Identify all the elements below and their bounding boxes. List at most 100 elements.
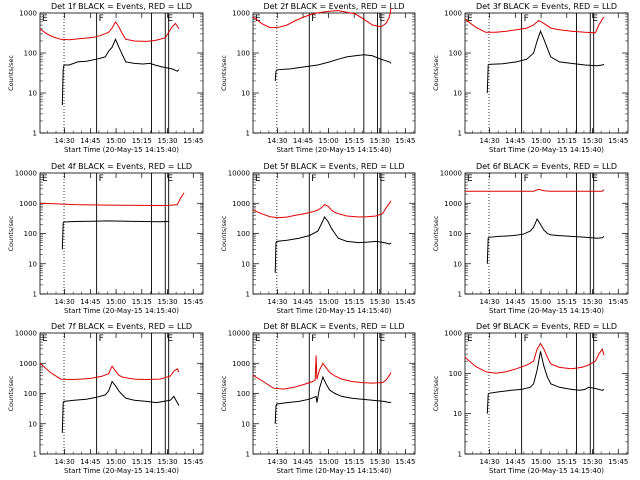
x-tick-label: 15:15 [557, 458, 577, 466]
x-axis-label: Start Time (20-May-15 14:15:40) [64, 307, 179, 315]
event-marker-label: E [467, 174, 473, 184]
x-tick-label: 15:00 [106, 137, 126, 145]
y-axis-label: Counts/sec [7, 215, 15, 251]
y-tick-label: 10 [453, 260, 462, 268]
event-marker-label: F [99, 174, 104, 184]
x-axis-label: Start Time (20-May-15 14:15:40) [64, 146, 179, 154]
events-series-line [486, 29, 605, 94]
event-marker-label: F [524, 174, 529, 184]
y-tick-label: 10 [241, 260, 250, 268]
x-axis-label: Start Time (20-May-15 14:15:40) [489, 307, 604, 315]
y-tick-label: 1 [246, 130, 250, 138]
y-axis-label: Counts/sec [7, 375, 15, 411]
x-tick-label: 14:30 [54, 137, 74, 145]
x-tick-label: 15:45 [183, 458, 203, 466]
event-marker-label: E [42, 334, 48, 344]
y-tick-label: 1 [33, 291, 37, 299]
x-tick-label: 15:30 [582, 137, 602, 145]
y-tick-label: 10 [241, 420, 250, 428]
y-tick-label: 100 [449, 50, 462, 58]
chart-panel-2: Det 2f BLACK = Events, RED = LLD 1 10 100 10… [220, 2, 415, 154]
x-tick-label: 14:45 [80, 298, 100, 306]
x-axis-label: Start Time (20-May-15 14:15:40) [276, 307, 391, 315]
event-marker-label: E [167, 174, 173, 184]
x-tick-label: 15:00 [531, 298, 551, 306]
event-marker-label: E [592, 174, 598, 184]
plot-frame [464, 12, 629, 134]
events-series-line [486, 351, 605, 414]
x-tick-label: 15:15 [557, 298, 577, 306]
events-series-line [274, 375, 392, 424]
lld-series-line [252, 8, 392, 29]
x-tick-label: 14:30 [267, 458, 287, 466]
x-tick-label: 14:45 [80, 137, 100, 145]
x-tick-label: 14:30 [54, 298, 74, 306]
lld-series-line [464, 16, 605, 34]
x-tick-label: 15:30 [157, 458, 177, 466]
x-axis-label: Start Time (20-May-15 14:15:40) [276, 146, 391, 154]
events-series-line [61, 380, 180, 433]
x-tick-label: 14:45 [505, 137, 525, 145]
y-tick-label: 100 [449, 230, 462, 238]
chart-title: Det 1f BLACK = Events, RED = LLD [51, 2, 192, 11]
x-tick-label: 15:15 [344, 298, 364, 306]
x-tick-label: 15:45 [395, 458, 415, 466]
event-marker-label: F [311, 14, 316, 24]
y-tick-label: 1000 [19, 360, 37, 368]
x-tick-label: 15:30 [582, 458, 602, 466]
x-tick-label: 14:30 [54, 458, 74, 466]
y-tick-label: 1 [458, 451, 462, 459]
lld-series-line [39, 362, 180, 381]
event-marker-label: E [379, 174, 385, 184]
lld-series-line [252, 200, 392, 219]
events-series-line [486, 218, 605, 264]
x-tick-label: 15:30 [582, 298, 602, 306]
y-axis-label: Counts/sec [220, 215, 228, 251]
event-marker-label: F [524, 14, 529, 24]
x-axis-label: Start Time (20-May-15 14:15:40) [276, 467, 391, 475]
events-series-line [274, 216, 392, 273]
y-tick-label: 100 [24, 390, 37, 398]
y-tick-label: 10 [241, 90, 250, 98]
y-tick-label: 1000 [232, 360, 250, 368]
chart-title: Det 9f BLACK = Events, RED = LLD [476, 322, 617, 331]
x-tick-label: 14:30 [479, 458, 499, 466]
y-tick-label: 1 [246, 291, 250, 299]
y-tick-label: 100 [237, 50, 250, 58]
event-marker-label: F [311, 334, 316, 344]
event-marker-label: F [524, 334, 529, 344]
x-tick-label: 15:15 [557, 137, 577, 145]
event-marker-label: F [311, 174, 316, 184]
x-tick-label: 14:30 [479, 137, 499, 145]
x-tick-label: 15:00 [319, 458, 339, 466]
x-tick-label: 15:45 [608, 137, 628, 145]
x-tick-label: 15:45 [395, 137, 415, 145]
y-tick-label: 10 [28, 260, 37, 268]
y-tick-label: 10 [28, 90, 37, 98]
events-series-line [274, 54, 392, 82]
y-tick-label: 1 [458, 130, 462, 138]
x-tick-label: 14:45 [505, 298, 525, 306]
y-tick-label: 1000 [19, 200, 37, 208]
event-marker-label: E [467, 14, 473, 24]
x-axis-label: Start Time (20-May-15 14:15:40) [64, 467, 179, 475]
x-tick-label: 14:30 [479, 298, 499, 306]
chart-panel-4: Det 4f BLACK = Events, RED = LLD 1 10 100 10… [7, 162, 204, 315]
x-tick-label: 15:45 [608, 298, 628, 306]
x-tick-label: 15:15 [132, 458, 152, 466]
event-marker-label: E [255, 14, 261, 24]
x-tick-label: 15:15 [344, 137, 364, 145]
lld-series-line [39, 192, 185, 207]
y-tick-label: 10000 [228, 330, 250, 338]
events-series-line [61, 38, 180, 106]
chart-panel-7: Det 7f BLACK = Events, RED = LLD 1 10 100 10… [7, 322, 204, 475]
chart-title: Det 3f BLACK = Events, RED = LLD [476, 2, 617, 11]
x-tick-label: 14:30 [267, 137, 287, 145]
y-tick-label: 1 [458, 291, 462, 299]
x-tick-label: 15:15 [132, 298, 152, 306]
plot-frame [252, 12, 416, 134]
y-tick-label: 100 [24, 230, 37, 238]
y-tick-label: 1000 [19, 10, 37, 18]
plot-frame [464, 332, 629, 455]
y-tick-label: 10 [28, 420, 37, 428]
